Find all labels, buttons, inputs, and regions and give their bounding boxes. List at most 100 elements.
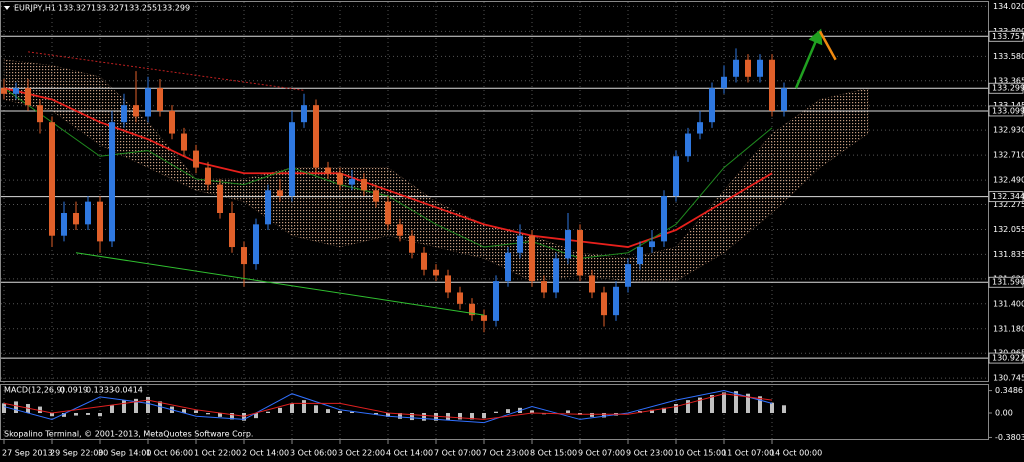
trend-line — [27, 51, 305, 91]
candle-body — [721, 76, 727, 89]
y-tick-label: 132.275 — [993, 200, 1024, 209]
candle-body — [217, 184, 223, 213]
candle-body — [709, 88, 715, 123]
histogram-bar — [482, 413, 486, 419]
level-box — [988, 82, 1024, 94]
level-label: 131.590 — [992, 278, 1024, 287]
candle-body — [49, 122, 55, 236]
histogram-bar — [278, 407, 282, 413]
candle-body — [541, 281, 547, 293]
candle-body — [409, 235, 415, 253]
histogram-bar — [602, 413, 606, 418]
candle-body — [733, 59, 739, 77]
level-box — [988, 30, 1024, 42]
histogram-bar — [398, 413, 402, 419]
x-tick-label: 3 Oct 22:00 — [338, 449, 385, 458]
candle-body — [265, 190, 271, 225]
histogram-bar — [230, 413, 234, 420]
quote-value: 133.327 — [91, 4, 124, 13]
histogram-bar — [650, 409, 654, 413]
histogram-bar — [422, 413, 426, 421]
candle-body — [61, 213, 67, 236]
footer: Skopalino Terminal, © 2001-2013, MetaQuo… — [4, 430, 253, 439]
ichimoku-cloud — [3, 59, 869, 282]
trend-line — [75, 252, 485, 316]
x-tick-label: 10 Oct 15:00 — [674, 449, 726, 458]
candle-body — [289, 122, 295, 196]
candle-body — [769, 59, 775, 111]
y-tick-label: 132.490 — [993, 176, 1024, 185]
candle-body — [373, 190, 379, 202]
menu-icon — [4, 6, 10, 10]
histogram-bar — [254, 413, 258, 419]
histogram-bar — [326, 409, 330, 413]
histogram-bar — [218, 413, 222, 417]
candle-body — [649, 241, 655, 248]
x-tick-label: 1 Oct 06:00 — [146, 449, 193, 458]
level-label: 133.757 — [992, 32, 1024, 41]
y-tick-label: -0.3803 — [995, 433, 1024, 442]
candle-body — [169, 110, 175, 134]
x-tick-label: 4 Oct 14:00 — [386, 449, 433, 458]
candle-body — [85, 201, 91, 225]
candle-body — [385, 201, 391, 225]
candle-body — [529, 235, 535, 282]
candle-body — [661, 195, 667, 242]
y-tick-label: 132.930 — [993, 126, 1024, 135]
main-panel — [0, 1, 989, 382]
histogram-bar — [758, 396, 762, 413]
candle-body — [253, 224, 259, 265]
histogram-bar — [566, 410, 570, 413]
candle-body — [301, 105, 307, 123]
candle-body — [565, 230, 571, 259]
histogram-bar — [698, 397, 702, 413]
macd-panel — [0, 384, 989, 440]
histogram-bar — [290, 403, 294, 413]
candle-body — [133, 105, 139, 117]
x-tick-label: 7 Oct 07:00 — [434, 449, 481, 458]
candle-body — [361, 178, 367, 191]
candle-body — [397, 224, 403, 236]
histogram-bar — [782, 405, 786, 413]
x-tick-label: 2 Oct 14:00 — [242, 449, 289, 458]
quote-value: 133.255 — [124, 4, 157, 13]
histogram-bar — [146, 396, 150, 413]
x-tick-label: 8 Oct 15:00 — [530, 449, 577, 458]
x-tick-label: 7 Oct 23:00 — [482, 449, 529, 458]
histogram-bar — [62, 413, 66, 417]
macd-title: MACD(12,26,9) — [4, 386, 65, 395]
histogram-bar — [746, 393, 750, 413]
macd-readout: -0.0414 — [112, 386, 143, 395]
candle-body — [73, 213, 79, 225]
y-tick-label: 133.580 — [993, 52, 1024, 61]
y-tick-label: 133.365 — [993, 76, 1024, 85]
candle-body — [145, 88, 151, 117]
candle-body — [181, 133, 187, 151]
candle-body — [349, 178, 355, 185]
histogram-bar — [302, 400, 306, 413]
y-tick-label: 131.180 — [993, 324, 1024, 333]
candle-body — [697, 122, 703, 134]
y-tick-label: 0.3486 — [995, 386, 1023, 395]
histogram-bar — [38, 406, 42, 413]
histogram-bar — [314, 405, 318, 413]
candle-body — [97, 201, 103, 242]
histogram-bar — [494, 411, 498, 413]
candle-body — [13, 88, 19, 94]
histogram-bar — [434, 413, 438, 421]
candle-body — [37, 105, 43, 123]
candle-body — [433, 269, 439, 276]
candle-body — [601, 292, 607, 316]
histogram-bar — [158, 401, 162, 413]
candle-body — [481, 315, 487, 321]
level-label: 132.344 — [992, 192, 1024, 201]
y-tick-label: 130.745 — [993, 374, 1024, 383]
candle-body — [157, 88, 163, 111]
level-box — [988, 352, 1024, 364]
candle-body — [1, 88, 7, 94]
histogram-bar — [470, 413, 474, 420]
candle-body — [325, 167, 331, 174]
candle-body — [205, 167, 211, 185]
histogram-bar — [86, 413, 90, 415]
